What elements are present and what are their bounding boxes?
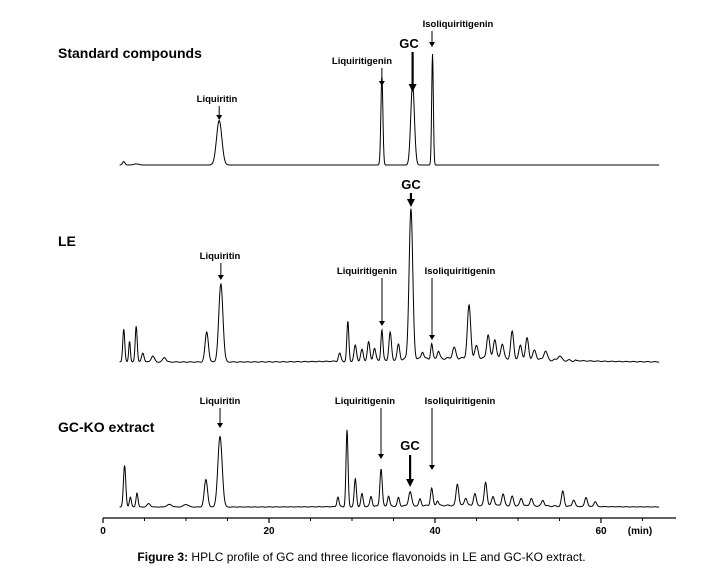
x-tick-label: 60 bbox=[595, 526, 607, 537]
figure-caption: Figure 3: HPLC profile of GC and three l… bbox=[0, 550, 723, 564]
peak-label-liquiritigenin: Liquiritigenin bbox=[332, 56, 392, 67]
chromatogram-trace bbox=[119, 208, 660, 363]
peak-arrow-head bbox=[379, 321, 385, 326]
peak-arrow-head bbox=[429, 335, 435, 340]
x-tick-label: 20 bbox=[263, 526, 275, 537]
peak-label-gc: GC bbox=[400, 438, 420, 453]
figure-caption-text: HPLC profile of GC and three licorice fl… bbox=[188, 550, 586, 564]
peak-label-isoliquiritigenin: Isoliquiritigenin bbox=[425, 396, 496, 407]
peak-arrow-head bbox=[406, 199, 415, 207]
x-tick-label: 0 bbox=[100, 526, 106, 537]
peak-arrow-head bbox=[429, 465, 435, 470]
panel-title: GC-KO extract bbox=[58, 419, 155, 435]
peak-label-gc: GC bbox=[401, 177, 421, 192]
peak-arrow-head bbox=[217, 423, 224, 428]
peak-label-liquiritigenin: Liquiritigenin bbox=[335, 396, 395, 407]
x-tick-label: 40 bbox=[429, 526, 441, 537]
chromatogram-panels: Standard compounds Liquiritin Liquiritigen… bbox=[58, 19, 660, 508]
chromatogram-trace bbox=[119, 53, 660, 166]
peak-arrow-head bbox=[378, 454, 384, 459]
panel-3: GC-KO extract Liquiritin Liquiritigenin GC I… bbox=[58, 396, 660, 508]
peak-label-isoliquiritigenin: Isoliquiritigenin bbox=[425, 266, 496, 277]
peak-arrow-head bbox=[216, 115, 223, 120]
panel-title: LE bbox=[58, 233, 76, 249]
peak-label-isoliquiritigenin: Isoliquiritigenin bbox=[423, 19, 494, 30]
panel-1: Standard compounds Liquiritin Liquiritigen… bbox=[58, 19, 660, 166]
x-axis-unit-label: (min) bbox=[628, 526, 652, 537]
peak-arrow-head bbox=[406, 479, 415, 487]
peak-label-liquiritin: Liquiritin bbox=[200, 251, 241, 262]
panel-title: Standard compounds bbox=[58, 45, 202, 61]
peak-label-gc: GC bbox=[399, 36, 419, 51]
peak-arrow-head bbox=[408, 84, 417, 92]
x-axis-ticks: 0 20 40 60 bbox=[100, 518, 643, 537]
peak-arrow-head bbox=[429, 42, 435, 47]
peak-arrow-head bbox=[378, 81, 385, 86]
hplc-chromatogram-chart: Standard compounds Liquiritin Liquiritigen… bbox=[58, 19, 676, 537]
panel-2: LE Liquiritin Liquiritigenin GC Isoliquiriti… bbox=[58, 177, 660, 363]
chromatogram-trace bbox=[119, 429, 660, 508]
peak-label-liquiritin: Liquiritin bbox=[200, 396, 241, 407]
peak-label-liquiritigenin: Liquiritigenin bbox=[337, 266, 397, 277]
x-axis: 0 20 40 60 (min) bbox=[100, 517, 676, 537]
figure-caption-label: Figure 3: bbox=[137, 550, 189, 564]
peak-arrow-head bbox=[217, 275, 224, 280]
peak-label-liquiritin: Liquiritin bbox=[197, 94, 238, 105]
